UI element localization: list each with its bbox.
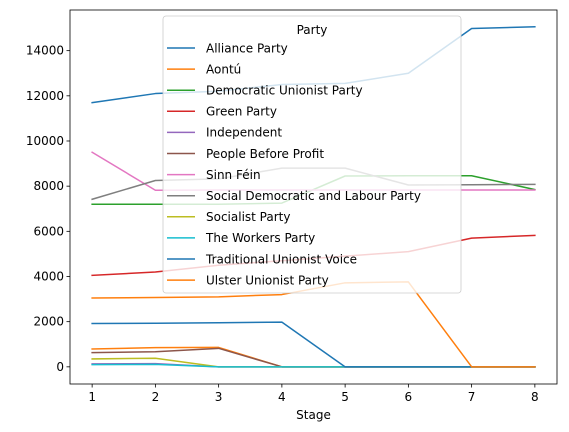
legend-entry-0: Alliance Party [206, 41, 288, 55]
y-tick-label: 10000 [26, 134, 64, 148]
y-tick-label: 8000 [33, 179, 64, 193]
legend-entry-5: People Before Profit [206, 147, 324, 161]
x-tick-label: 7 [468, 390, 476, 404]
x-axis: 1 2 3 4 5 6 7 8 [88, 384, 538, 404]
y-axis: 0 2000 4000 6000 8000 10000 12000 14000 [26, 44, 70, 374]
legend-entry-6: Sinn Féin [206, 168, 261, 182]
legend: Party Alliance Party Aontú Democratic Union… [163, 16, 461, 293]
series-line-11 [92, 282, 535, 367]
y-tick-label: 12000 [26, 89, 64, 103]
x-tick-label: 3 [215, 390, 223, 404]
x-tick-label: 8 [531, 390, 539, 404]
legend-entry-8: Socialist Party [206, 210, 290, 224]
y-tick-label: 4000 [33, 269, 64, 283]
legend-entry-10: Traditional Unionist Voice [205, 252, 357, 266]
legend-entry-1: Aontú [206, 62, 241, 76]
legend-entry-7: Social Democratic and Labour Party [206, 189, 421, 203]
legend-entry-11: Ulster Unionist Party [206, 273, 329, 287]
x-tick-label: 4 [278, 390, 286, 404]
legend-entry-9: The Workers Party [205, 231, 315, 245]
x-tick-label: 6 [405, 390, 413, 404]
y-tick-label: 0 [56, 360, 64, 374]
x-axis-label: Stage [296, 408, 331, 422]
legend-entry-4: Independent [206, 126, 282, 140]
x-tick-label: 2 [152, 390, 160, 404]
series-line-10 [92, 322, 535, 367]
legend-entry-2: Democratic Unionist Party [206, 84, 363, 98]
x-tick-label: 1 [88, 390, 96, 404]
legend-entry-3: Green Party [206, 105, 277, 119]
x-tick-label: 5 [341, 390, 349, 404]
legend-title: Party [297, 23, 328, 37]
y-tick-label: 6000 [33, 224, 64, 238]
y-tick-label: 14000 [26, 44, 64, 58]
y-tick-label: 2000 [33, 315, 64, 329]
